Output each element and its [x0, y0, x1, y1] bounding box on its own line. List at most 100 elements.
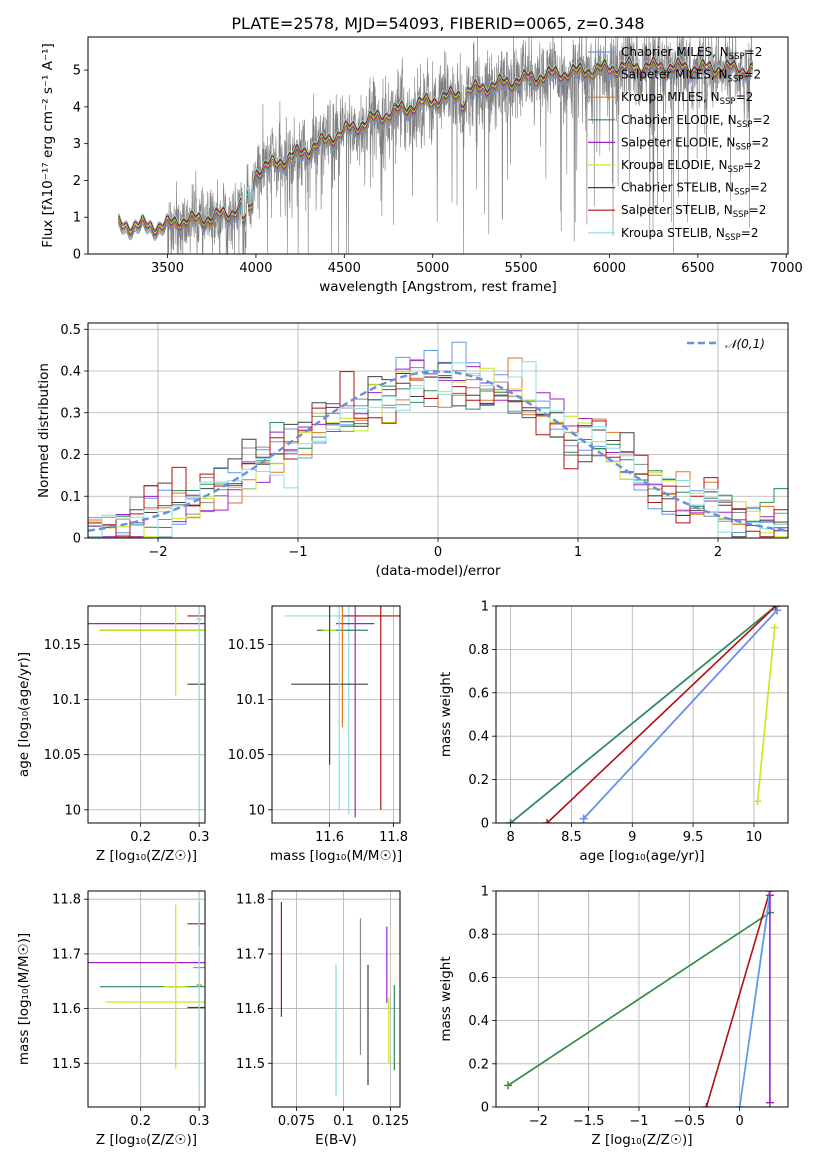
y-tick-label: 10.05 — [228, 748, 265, 763]
residuals-panel: −2 −1 0 1 2 0 0.1 0.2 0.3 0.4 0.5 (data-model)/erro… — [36, 322, 789, 579]
residual-histogram — [88, 361, 788, 538]
x-axis-label: Z [log₁₀(Z/Z☉)] — [591, 1132, 692, 1148]
x-tick-label: 6000 — [593, 261, 626, 276]
y-tick-label: 0.4 — [468, 1014, 489, 1029]
y-tick-label: 11.8 — [236, 893, 265, 908]
y-tick-label: 0.6 — [468, 686, 489, 701]
y-tick-label: 0 — [481, 1101, 489, 1116]
x-axis-label: wavelength [Angstrom, rest frame] — [319, 279, 557, 295]
weight-marker — [770, 623, 779, 632]
x-tick-label: 0.2 — [130, 830, 151, 845]
x-tick-label: 4500 — [328, 261, 361, 276]
x-tick-label: 0.3 — [189, 830, 210, 845]
x-tick-label: 0 — [736, 1114, 744, 1129]
age-vs-mass-panel: 11.6 11.8 10 10.05 10.1 10.15 mass [log₁₀(M/M☉… — [228, 605, 408, 864]
y-tick-label: 10 — [64, 803, 81, 818]
model-spectrum-line — [117, 63, 753, 238]
weight-marker — [579, 814, 588, 823]
y-tick-label: 10.1 — [52, 693, 81, 708]
mass-vs-Z-frame — [87, 890, 206, 1108]
x-tick-label: 1 — [574, 545, 582, 560]
figure-title: PLATE=2578, MJD=54093, FIBERID=0065, z=0… — [231, 14, 644, 33]
model-spectrum-line — [117, 66, 753, 241]
model-spectrum-line — [117, 60, 753, 235]
weight-vs-age-plot-area — [506, 606, 782, 823]
mass-vs-EBV-frame — [271, 890, 401, 1108]
y-axis-label: Flux [fλ10⁻¹⁷ erg cm⁻² s⁻¹ A⁻¹] — [40, 43, 56, 248]
y-tick-label: 4 — [73, 100, 81, 115]
x-tick-label: 9 — [628, 830, 636, 845]
y-tick-label: 11.6 — [52, 1002, 81, 1017]
y-tick-label: 0.8 — [468, 928, 489, 943]
x-tick-label: 5500 — [505, 261, 538, 276]
y-tick-label: 3 — [73, 137, 81, 152]
weight-marker — [506, 819, 515, 823]
x-tick-label: 9.5 — [683, 830, 704, 845]
spectrum-panel: 3500 4000 4500 5000 5500 6000 6500 7000 0 1 2 3 4 5 wa… — [40, 36, 803, 295]
y-tick-label: 11.6 — [236, 1002, 265, 1017]
legend-entry: Chabrier STELIB, NSSP=2 — [621, 181, 768, 198]
model-spectrum-line — [117, 64, 753, 240]
weight-marker — [702, 1103, 711, 1107]
x-axis-label: mass [log₁₀(M/M☉)] — [270, 848, 402, 864]
legend-entry: 𝒩(0,1) — [725, 337, 765, 351]
y-tick-label: 11.5 — [52, 1057, 81, 1072]
x-axis-label: Z [log₁₀(Z/Z☉)] — [96, 1132, 197, 1148]
x-tick-label: 8 — [506, 830, 514, 845]
y-tick-label: 0 — [73, 532, 81, 547]
y-tick-label: 0 — [481, 817, 489, 832]
x-tick-label: 10 — [746, 830, 763, 845]
y-tick-label: 0.4 — [60, 365, 81, 380]
x-tick-label: −2 — [529, 1114, 548, 1129]
spectrum-plot-area — [117, 37, 753, 254]
weight-vs-age-panel: 8 8.5 9 9.5 10 0 0.2 0.4 0.6 0.8 1 age [log₁₀(age/y… — [438, 600, 789, 864]
weight-series — [543, 606, 780, 823]
x-tick-label: 5000 — [416, 261, 449, 276]
y-tick-label: 11.7 — [52, 947, 81, 962]
age-vs-Z-plot-area — [88, 606, 205, 812]
x-tick-label: −1 — [629, 1114, 648, 1129]
x-tick-label: −1.5 — [573, 1114, 605, 1129]
x-tick-label: 4000 — [239, 261, 272, 276]
errorbar-point — [99, 606, 205, 697]
legend-entry: Chabrier MILES, NSSP=2 — [621, 45, 762, 62]
y-tick-label: 1 — [481, 600, 489, 615]
x-tick-label: 6500 — [681, 261, 714, 276]
weight-vs-Z-plot-area — [504, 891, 774, 1107]
x-tick-label: 7000 — [770, 261, 803, 276]
x-tick-label: 0.125 — [372, 1114, 409, 1129]
residuals-frame — [87, 322, 789, 539]
y-tick-label: 5 — [73, 64, 81, 79]
age-vs-Z-frame — [87, 605, 206, 824]
y-tick-label: 11.5 — [236, 1057, 265, 1072]
age-vs-mass-frame — [271, 605, 401, 824]
y-tick-label: 2 — [73, 174, 81, 189]
legend-entry: Kroupa ELODIE, NSSP=2 — [621, 158, 761, 175]
y-tick-label: 0.1 — [60, 490, 81, 505]
y-tick-label: 10.15 — [228, 638, 265, 653]
y-tick-label: 0.3 — [60, 406, 81, 421]
weight-marker — [504, 1081, 513, 1090]
y-axis-label: mass weight — [438, 956, 454, 1041]
y-tick-label: 10.1 — [236, 693, 265, 708]
legend-entry: Salpeter MILES, NSSP=2 — [621, 68, 761, 85]
legend-entry: Salpeter ELODIE, NSSP=2 — [621, 135, 769, 152]
weight-marker — [753, 797, 762, 806]
y-tick-label: 10.15 — [44, 638, 81, 653]
y-tick-label: 0.2 — [60, 448, 81, 463]
y-tick-label: 0.4 — [468, 730, 489, 745]
x-axis-label: age [log₁₀(age/yr)] — [579, 848, 704, 864]
observed-spectrum-line — [117, 37, 753, 254]
spectrum-legend: Chabrier MILES, NSSP=2 Salpeter MILES, NS… — [588, 45, 770, 243]
legend-entry: Chabrier ELODIE, NSSP=2 — [621, 113, 770, 130]
mass-vs-Z-plot-area — [88, 891, 205, 1086]
x-tick-label: 8.5 — [561, 830, 582, 845]
age-vs-Z-panel: 0.2 0.3 10 10.05 10.1 10.15 Z [log₁₀(Z/Z☉)] age… — [16, 605, 210, 864]
y-tick-label: 10 — [248, 803, 265, 818]
model-spectrum-line — [117, 56, 753, 231]
normal-distribution-curve — [88, 370, 788, 532]
y-axis-label: Normed distribution — [36, 363, 52, 498]
x-axis-label: E(B-V) — [315, 1132, 357, 1148]
y-tick-label: 0.6 — [468, 971, 489, 986]
weight-marker — [765, 1098, 774, 1107]
